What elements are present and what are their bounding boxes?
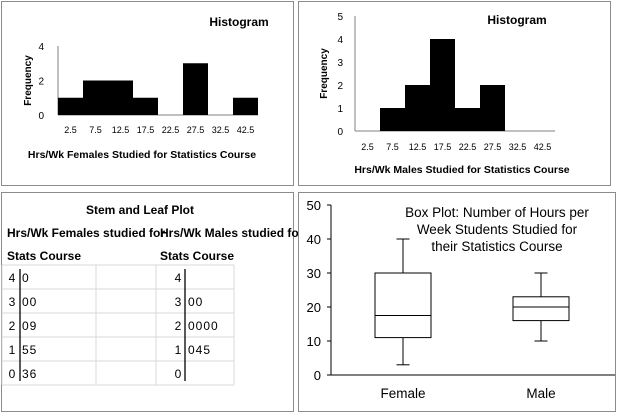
- stem-value: 0: [9, 367, 16, 381]
- stem-value: 3: [9, 295, 16, 309]
- x-tick-label: 7.5: [386, 142, 399, 152]
- female-leaves: 0: [22, 271, 30, 285]
- female-leaves: 55: [22, 343, 37, 357]
- y-tick-label: 5: [337, 12, 343, 23]
- stem-value: 0: [175, 367, 182, 381]
- histogram-bar: [405, 85, 430, 131]
- x-tick-label: 32.5: [509, 142, 527, 152]
- histogram-bar: [455, 108, 480, 131]
- female-column-header: Hrs/Wk Females studied for: [7, 226, 165, 240]
- y-tick-label: 0: [337, 127, 343, 138]
- x-tick-label: 22.5: [162, 125, 180, 135]
- category-label: Female: [380, 386, 425, 401]
- box-plot-chart: 0 10 20 30 40 50 Box Plot: Number of Hours per…: [307, 198, 615, 401]
- stem-value: 2: [9, 319, 16, 333]
- y-tick-label: 4: [38, 42, 44, 53]
- male-column-header: Stats Course: [160, 249, 234, 263]
- histogram-bar: [183, 63, 208, 115]
- x-tick-label: 2.5: [64, 125, 77, 135]
- stem-value: 4: [9, 271, 16, 285]
- stem-value: 3: [175, 295, 182, 309]
- male-histogram-chart: Histogram 0 1 2 3 4 5 2.5 7.5 12.5 17.5 22.5 27.5 32.…: [319, 12, 570, 176]
- histogram-bar: [58, 97, 83, 115]
- histogram-bar: [480, 85, 505, 131]
- x-tick-label: 12.5: [112, 125, 130, 135]
- male-leaves: 045: [188, 343, 211, 357]
- stem-value: 4: [175, 271, 182, 285]
- female-histogram-panel: Histogram 0 2 4 2.5 7.5 12.5 17.5 22.5 27.5 32.5 42…: [1, 1, 294, 186]
- x-tick-label: 2.5: [361, 142, 374, 152]
- stem-leaf-title: Stem and Leaf Plot: [86, 203, 194, 217]
- histogram-bar: [430, 39, 455, 131]
- histogram-bar: [133, 97, 158, 115]
- box-plot-title: their Statistics Course: [431, 239, 562, 254]
- x-tick-label: 32.5: [212, 125, 230, 135]
- y-axis-title: Frequency: [23, 55, 34, 106]
- x-tick-label: 17.5: [434, 142, 452, 152]
- y-tick-label: 1: [337, 104, 343, 115]
- y-axis-title: Frequency: [319, 48, 330, 99]
- y-tick-label: 20: [307, 300, 321, 315]
- x-tick-label: 17.5: [137, 125, 155, 135]
- y-tick-label: 2: [38, 77, 44, 88]
- x-tick-label: 27.5: [484, 142, 502, 152]
- male-column-header: Hrs/Wk Males studied for: [160, 226, 304, 240]
- x-tick-label: 22.5: [459, 142, 477, 152]
- female-column-header: Stats Course: [7, 249, 81, 263]
- female-leaves: 09: [22, 319, 37, 333]
- interquartile-box: [374, 272, 432, 339]
- y-tick-label: 0: [314, 368, 321, 383]
- x-tick-label: 42.5: [237, 125, 255, 135]
- histogram-bar: [380, 108, 405, 131]
- y-tick-label: 2: [337, 81, 343, 92]
- male-leaves: 0000: [188, 319, 219, 333]
- x-tick-label: 42.5: [534, 142, 552, 152]
- stem-value: 1: [9, 343, 16, 357]
- y-tick-label: 40: [307, 232, 321, 247]
- y-tick-label: 0: [38, 111, 44, 122]
- interquartile-box: [512, 296, 570, 322]
- x-tick-label: 12.5: [409, 142, 427, 152]
- stem-value: 1: [175, 343, 182, 357]
- female-leaves: 00: [22, 295, 37, 309]
- y-tick-label: 3: [337, 58, 343, 69]
- box-plot-title: Box Plot: Number of Hours per: [405, 205, 589, 220]
- y-tick-label: 10: [307, 334, 321, 349]
- histogram-bar: [83, 80, 108, 115]
- histogram-title: Histogram: [487, 13, 546, 27]
- histogram-bar: [233, 97, 258, 115]
- y-tick-label: 50: [307, 198, 321, 213]
- box-plot-panel: 0 10 20 30 40 50 Box Plot: Number of Hours per…: [298, 192, 616, 412]
- male-histogram-panel: Histogram 0 1 2 3 4 5 2.5 7.5 12.5 17.5 22.5 27.5 32.…: [298, 1, 611, 186]
- x-axis-title: Hrs/Wk Males Studied for Statistics Cour…: [354, 164, 569, 176]
- category-label: Male: [526, 386, 555, 401]
- histogram-bar: [108, 80, 133, 115]
- female-leaves: 36: [22, 367, 37, 381]
- stem-leaf-panel: Stem and Leaf Plot Hrs/Wk Females studied…: [1, 192, 304, 412]
- box-plot-title: Week Students Studied for: [417, 222, 578, 237]
- y-tick-label: 4: [337, 35, 343, 46]
- male-leaves: 00: [188, 295, 203, 309]
- x-tick-label: 7.5: [89, 125, 102, 135]
- y-tick-label: 30: [307, 266, 321, 281]
- stem-and-leaf-plot: Stem and Leaf Plot Hrs/Wk Females studied…: [1, 203, 304, 386]
- stem-value: 2: [175, 319, 182, 333]
- histogram-title: Histogram: [209, 15, 268, 29]
- x-tick-label: 27.5: [187, 125, 205, 135]
- x-axis-title: Hrs/Wk Females Studied for Statistics Co…: [28, 149, 256, 161]
